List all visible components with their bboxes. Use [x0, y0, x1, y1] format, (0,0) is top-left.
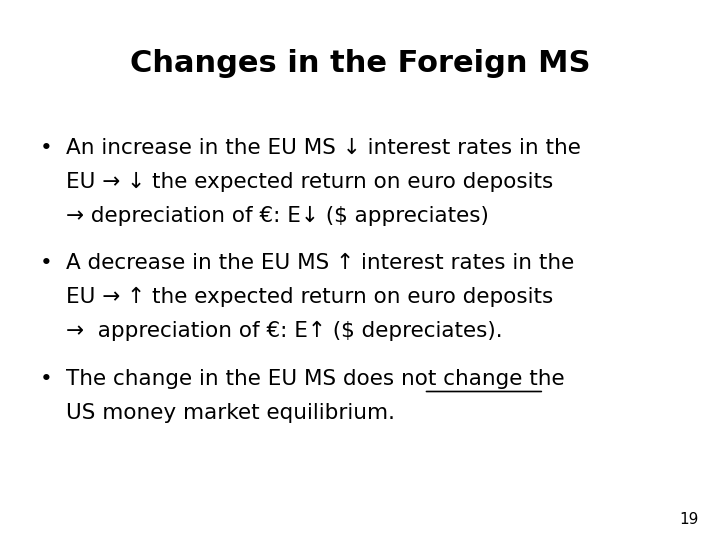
Text: EU → ↑ the expected return on euro deposits: EU → ↑ the expected return on euro depos… [66, 287, 554, 307]
Text: A decrease in the EU MS ↑ interest rates in the: A decrease in the EU MS ↑ interest rates… [66, 253, 575, 273]
Text: → depreciation of €: E↓ ($ appreciates): → depreciation of €: E↓ ($ appreciates) [66, 206, 489, 226]
Text: An increase in the EU MS ↓ interest rates in the: An increase in the EU MS ↓ interest rate… [66, 138, 581, 158]
Text: US money market equilibrium.: US money market equilibrium. [66, 403, 395, 423]
Text: →  appreciation of €: E↑ ($ depreciates).: → appreciation of €: E↑ ($ depreciates). [66, 321, 503, 341]
Text: •: • [40, 253, 53, 273]
Text: •: • [40, 369, 53, 389]
Text: •: • [40, 138, 53, 158]
Text: Changes in the Foreign MS: Changes in the Foreign MS [130, 49, 590, 78]
Text: The change in the EU MS does not change the: The change in the EU MS does not change … [66, 369, 565, 389]
Text: EU → ↓ the expected return on euro deposits: EU → ↓ the expected return on euro depos… [66, 172, 554, 192]
Text: 19: 19 [679, 511, 698, 526]
